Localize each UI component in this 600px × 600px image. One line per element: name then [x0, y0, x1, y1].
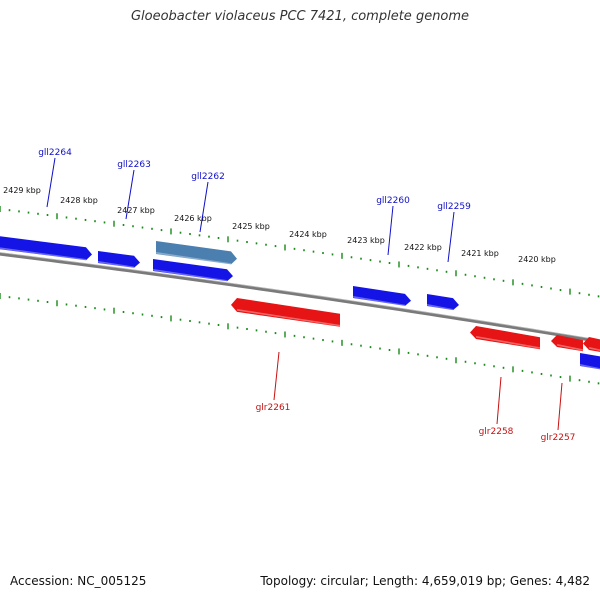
reverse-gene-arrow-body: [583, 337, 600, 352]
forward-gene-label[interactable]: gll2259: [437, 202, 471, 212]
forward-gene-arrow[interactable]: [155, 241, 237, 265]
forward-gene-arrow-bevel: [579, 364, 600, 370]
forward-gene-label[interactable]: gll2264: [38, 148, 72, 158]
scale-tick-label: 2429 kbp: [3, 186, 41, 195]
forward-gene-arrow[interactable]: [0, 235, 92, 261]
forward-gene-arrow[interactable]: [426, 294, 459, 311]
forward-gene-arrow-body: [427, 294, 459, 311]
forward-gene-arrow-bevel: [97, 261, 135, 269]
forward-gene-leader-line: [387, 205, 394, 256]
forward-gene-arrow-bevel: [155, 252, 232, 265]
forward-gene-arrow-body: [153, 259, 233, 282]
forward-gene-arrow[interactable]: [152, 259, 233, 282]
reverse-gene-arrow-bevel: [556, 344, 584, 351]
scale-tick-label: 2420 kbp: [518, 255, 556, 264]
gene-layer: [0, 235, 600, 370]
forward-gene-arrow-body: [156, 241, 237, 265]
label-layer: 2429 kbp 2428 kbp 2427 kbp 2426 kbp 2425 kbp…: [3, 148, 575, 443]
forward-gene-arrow[interactable]: [352, 286, 411, 307]
reverse-gene-label[interactable]: glr2261: [256, 403, 291, 413]
scale-tick-label: 2422 kbp: [404, 243, 442, 252]
reverse-gene-leader-line: [273, 351, 280, 401]
reverse-gene-arrow-bevel: [236, 309, 341, 327]
forward-gene-leader-line: [199, 181, 209, 233]
genome-title: Gloeobacter violaceus PCC 7421, complete…: [130, 9, 470, 24]
reverse-gene-arrow-body: [470, 326, 540, 350]
genome-backbone-highlight: [0, 252, 600, 341]
reverse-gene-arrow-body: [231, 298, 340, 327]
genome-stats-label: Topology: circular; Length: 4,659,019 bp…: [260, 574, 590, 588]
forward-gene-arrow[interactable]: [579, 353, 600, 370]
accession-label: Accession: NC_005125: [10, 574, 147, 588]
forward-gene-leader-line: [125, 169, 135, 220]
reverse-gene-leader-line: [557, 382, 563, 431]
reverse-gene-arrow[interactable]: [470, 326, 541, 350]
reverse-gene-label[interactable]: glr2258: [479, 427, 514, 437]
scale-tick-label: 2423 kbp: [347, 236, 385, 245]
scale-tick-label: 2425 kbp: [232, 222, 270, 231]
forward-gene-arrow-body: [580, 353, 600, 370]
forward-gene-arrow-bevel: [152, 269, 228, 282]
forward-gene-label[interactable]: gll2262: [191, 172, 225, 182]
reverse-gene-arrow-body: [551, 335, 583, 352]
scale-tick-label: 2428 kbp: [60, 196, 98, 205]
forward-gene-leader-line: [447, 211, 455, 263]
tick-layer: [0, 206, 600, 385]
genome-backbone: [0, 252, 600, 344]
forward-gene-label[interactable]: gll2263: [117, 160, 151, 170]
reverse-gene-leader-line: [496, 376, 502, 425]
scale-tick-label: 2421 kbp: [461, 249, 499, 258]
forward-gene-arrow[interactable]: [97, 251, 140, 269]
forward-gene-arrow-bevel: [0, 247, 87, 261]
forward-gene-arrow-body: [0, 236, 92, 261]
reverse-gene-label[interactable]: glr2257: [541, 433, 576, 443]
scale-tick-label: 2424 kbp: [289, 230, 327, 239]
forward-gene-label[interactable]: gll2260: [376, 196, 410, 206]
reverse-gene-arrow[interactable]: [231, 298, 341, 327]
reverse-gene-arrow[interactable]: [551, 335, 584, 352]
scale-tick-label: 2426 kbp: [174, 214, 212, 223]
forward-gene-arrow-bevel: [426, 304, 454, 311]
forward-gene-arrow-body: [353, 286, 411, 306]
forward-gene-leader-line: [46, 157, 56, 208]
backbone-layer: [0, 252, 600, 344]
forward-gene-arrow-body: [98, 251, 140, 268]
forward-gene-arrow-bevel: [352, 296, 406, 307]
scale-tick-label: 2427 kbp: [117, 206, 155, 215]
reverse-gene-arrow-bevel: [475, 336, 541, 349]
